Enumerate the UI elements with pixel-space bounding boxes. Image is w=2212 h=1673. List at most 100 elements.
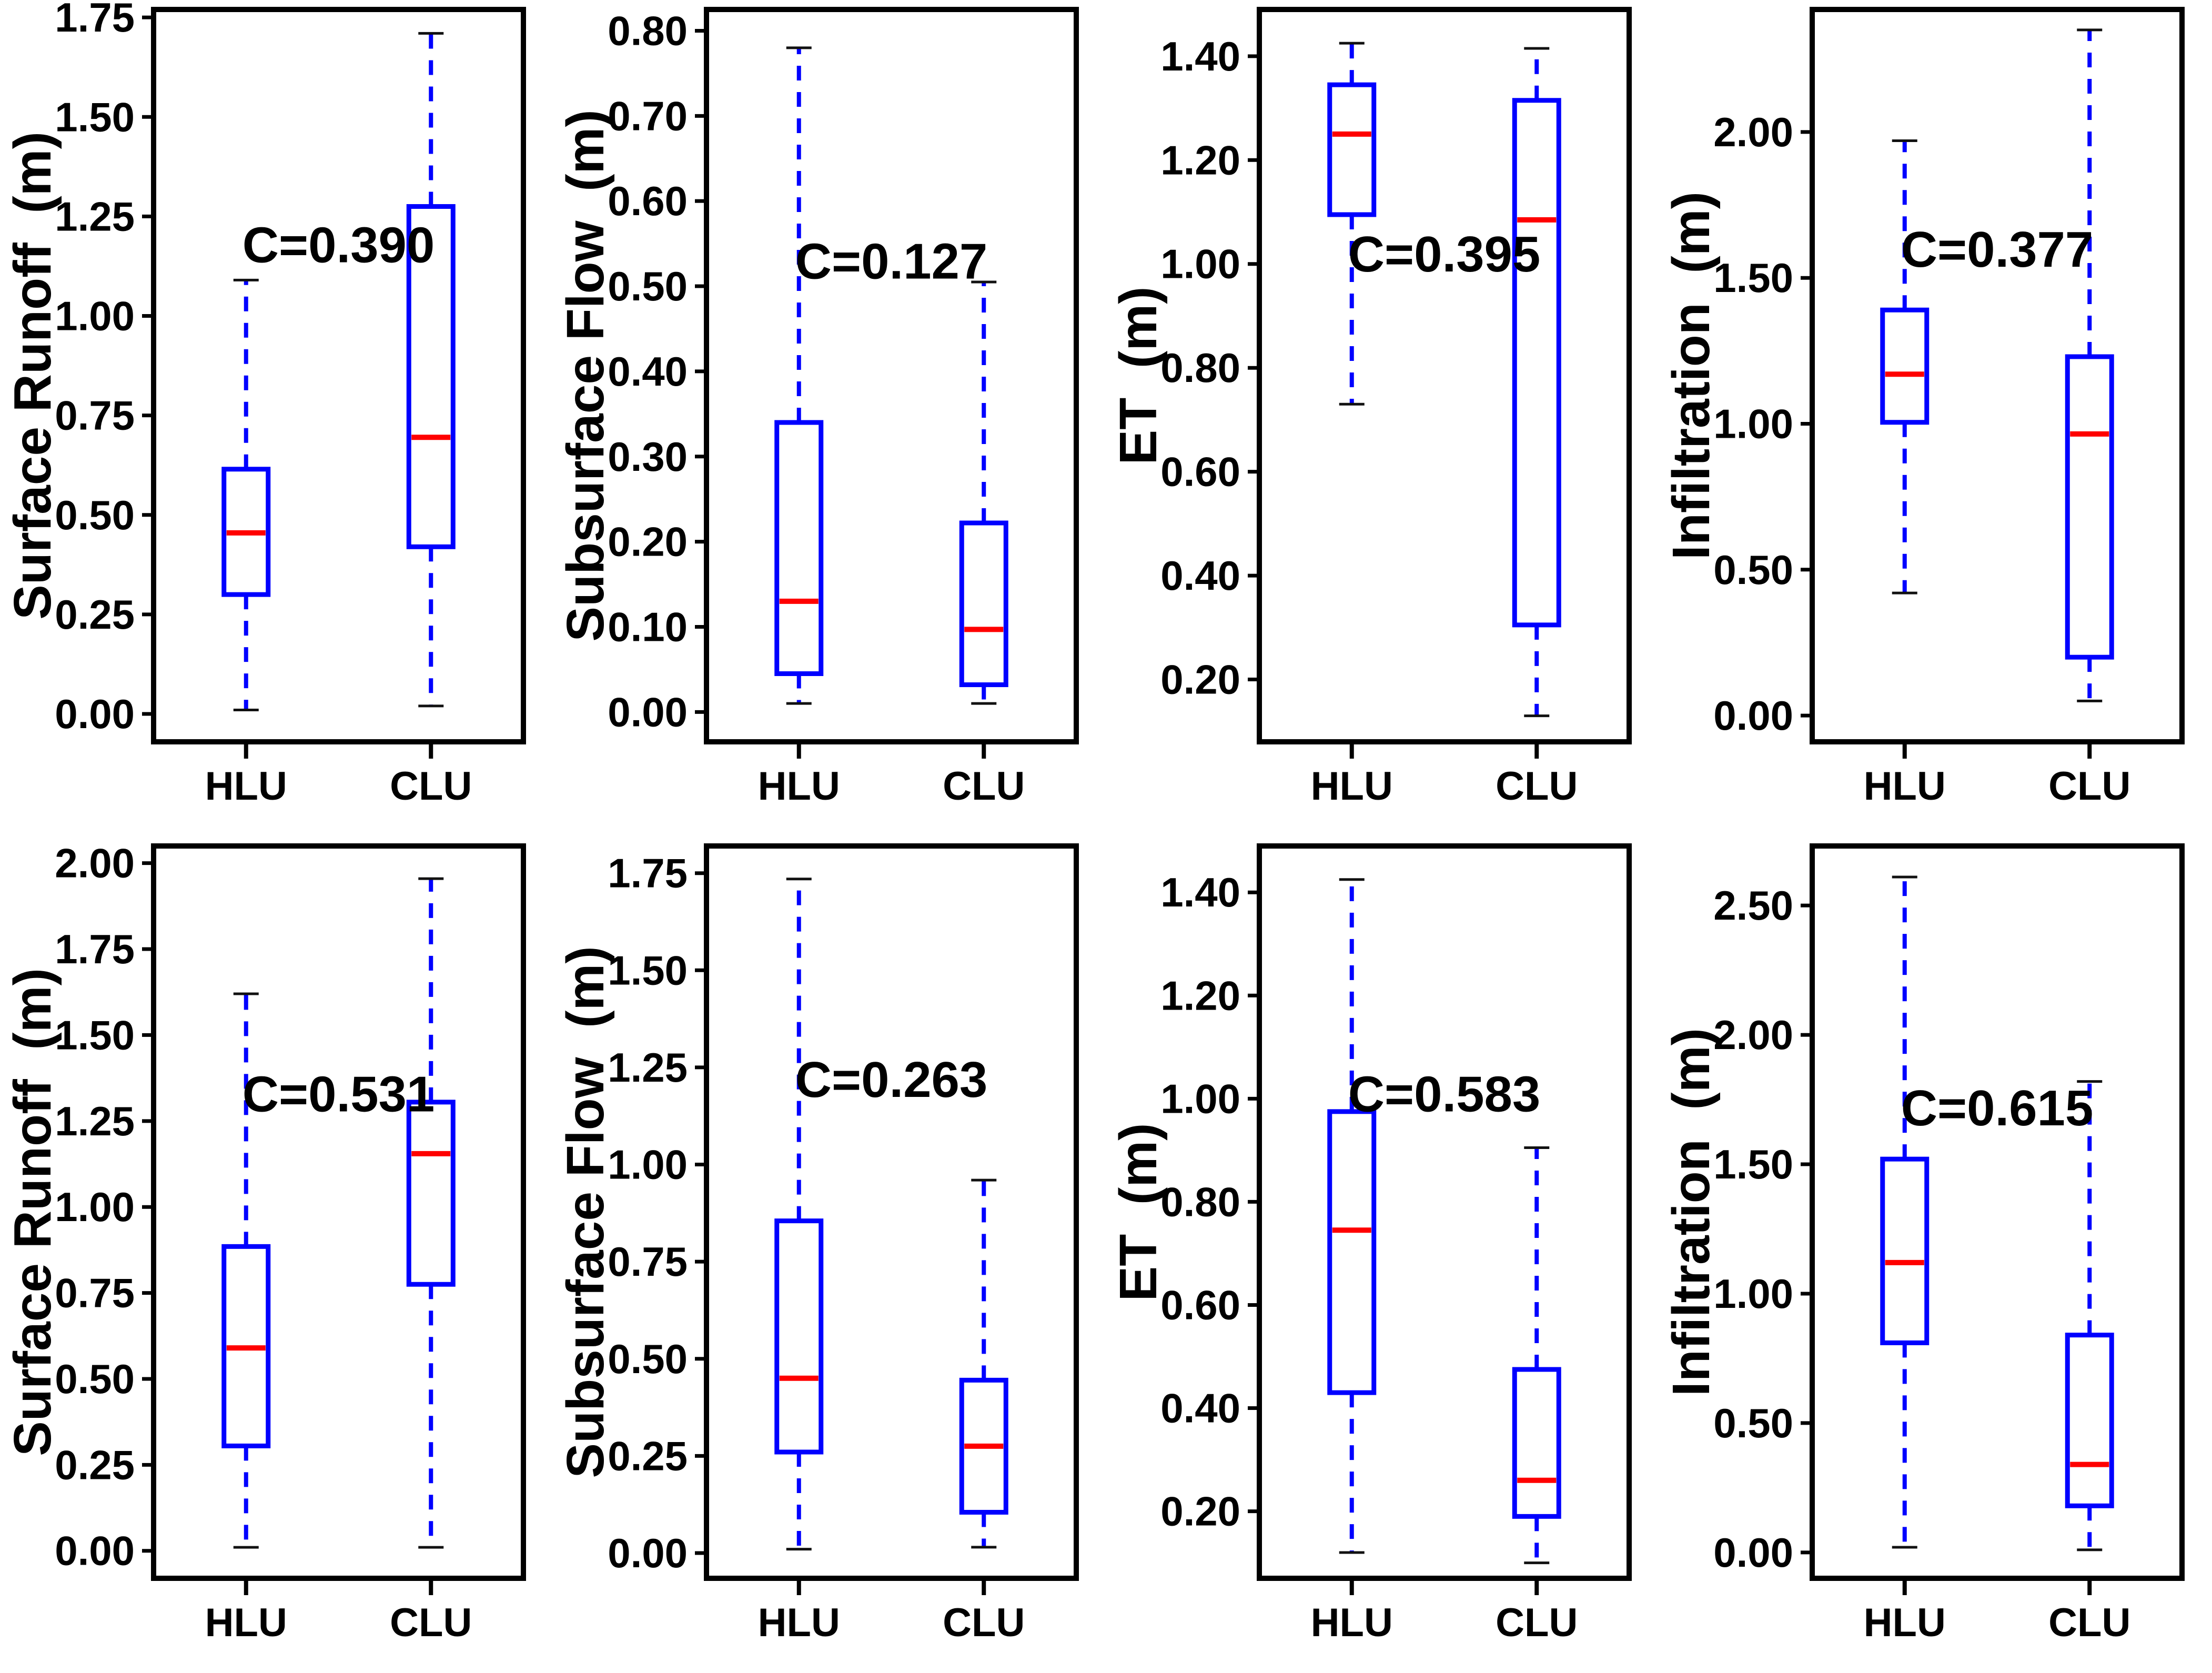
y-tick-label: 0.00 [55,691,135,737]
box-series-hlu [221,992,271,1549]
subplot-et-bottom: 0.20 0.40 0.60 0.80 1.00 1.20 1.40 HLU CLU ET (m)… [1106,837,1659,1673]
iqr-box [1512,1367,1561,1519]
x-tick-label: CLU [943,764,1025,809]
y-tick-label: 0.00 [55,1528,135,1574]
y-tick-label: 1.00 [1160,1075,1240,1122]
box-series-clu [2065,1080,2114,1551]
y-axis-label: Surface Runoff (m) [3,968,62,1456]
y-tick-label: 1.50 [55,94,135,140]
plot-frame [1257,843,1632,1581]
boxplot-svg-et-bottom: 0.20 0.40 0.60 0.80 1.00 1.20 1.40 HLU CLU ET (m)… [1109,843,1632,1645]
box-series-hlu [774,46,824,705]
y-tick-label: 1.75 [55,0,135,41]
y-tick-label: 0.50 [1713,1400,1793,1446]
y-tick-label: 0.60 [608,178,688,224]
y-tick-label: 1.25 [55,193,135,239]
x-tick-label: HLU [1864,764,1946,809]
box-series-clu [406,32,456,708]
plot-frame [704,7,1079,744]
y-tick-label: 0.75 [55,1270,135,1316]
iqr-box [1880,1156,1930,1345]
x-tick-label: CLU [943,1600,1025,1645]
box-series-hlu [1880,139,1930,594]
y-tick-label: 0.80 [1160,345,1240,391]
subplot-infiltration-bottom: 0.00 0.50 1.00 1.50 2.00 2.50 HLU CLU Infiltrati… [1659,837,2211,1673]
y-tick-label: 0.00 [1713,1529,1793,1576]
x-tick-label: CLU [390,764,472,809]
y-tick-label: 0.60 [1160,449,1240,495]
box-series-clu [1512,1146,1561,1565]
iqr-box [1880,307,1930,425]
x-tick-label: HLU [205,764,287,809]
y-tick-label: 0.50 [608,263,688,309]
box-series-hlu [1327,878,1377,1554]
axes: 0.00 0.25 0.50 0.75 1.00 1.25 1.50 1.75 HLU CLU [55,0,526,809]
subplot-et-top: 0.20 0.40 0.60 0.80 1.00 1.20 1.40 HLU CLU ET (m)… [1106,0,1659,837]
y-tick-label: 2.00 [1713,1012,1793,1058]
plot-frame [151,843,526,1581]
y-tick-label: 0.00 [608,1530,688,1576]
y-tick-label: 2.00 [55,840,135,886]
box-series-hlu [221,278,271,711]
y-tick-label: 0.75 [55,392,135,439]
box-series-clu [1512,47,1561,718]
y-tick-label: 0.00 [608,689,688,735]
plot-frame [151,7,526,744]
y-tick-label: 0.75 [608,1238,688,1285]
y-tick-label: 1.00 [55,293,135,339]
x-tick-label: HLU [758,1600,840,1645]
box-series-clu [2065,28,2114,702]
y-tick-label: 1.75 [55,926,135,972]
y-tick-label: 1.00 [608,1142,688,1188]
boxplot-svg-infiltration-bottom: 0.00 0.50 1.00 1.50 2.00 2.50 HLU CLU Infiltrati… [1662,843,2185,1645]
y-axis-label: Surface Runoff (m) [3,132,62,620]
boxplot-svg-infiltration-top: 0.00 0.50 1.00 1.50 2.00 HLU CLU Infiltration (… [1662,7,2185,809]
box-series-hlu [1327,42,1377,406]
iqr-box [221,1244,271,1448]
y-tick-label: 0.50 [1713,547,1793,593]
axes: 0.00 0.50 1.00 1.50 2.00 HLU CLU [1713,7,2185,809]
y-axis-label: Infiltration (m) [1662,1028,1721,1396]
axes: 0.20 0.40 0.60 0.80 1.00 1.20 1.40 HLU CLU [1160,7,1632,809]
iqr-box [959,520,1008,688]
subplot-subsurface-flow-top: 0.00 0.10 0.20 0.30 0.40 0.50 0.60 0.70 0.80 HLU C… [553,0,1106,837]
iqr-box [1327,1109,1377,1395]
x-tick-label: CLU [390,1600,472,1645]
y-tick-label: 1.50 [1713,255,1793,301]
x-tick-label: CLU [2048,1600,2130,1645]
y-axis-label: ET (m) [1109,1123,1168,1302]
y-tick-label: 0.25 [608,1433,688,1479]
x-tick-label: HLU [1311,764,1393,809]
box-series-clu [959,1178,1008,1549]
plot-frame [704,843,1079,1581]
y-tick-label: 0.10 [608,603,688,650]
y-tick-label: 0.20 [1160,1488,1240,1535]
axes: 0.00 0.25 0.50 0.75 1.00 1.25 1.50 1.75 2.00 HLU C… [55,840,526,1645]
y-tick-label: 2.00 [1713,109,1793,155]
boxplot-svg-surface-runoff-bottom: 0.00 0.25 0.50 0.75 1.00 1.25 1.50 1.75 2.00 HLU C… [3,840,526,1645]
subplot-subsurface-flow-bottom: 0.00 0.25 0.50 0.75 1.00 1.25 1.50 1.75 HLU CLU Su… [553,837,1106,1673]
y-tick-label: 0.20 [608,519,688,565]
iqr-box [221,467,271,597]
y-tick-label: 1.00 [1713,401,1793,447]
x-tick-label: HLU [1864,1600,1946,1645]
y-tick-label: 1.50 [55,1012,135,1058]
iqr-box [774,420,824,677]
correlation-annotation: C=0.377 [1901,221,2094,278]
y-tick-label: 1.40 [1160,33,1240,79]
x-tick-label: HLU [1311,1600,1393,1645]
y-tick-label: 0.80 [608,7,688,54]
subplot-surface-runoff-bottom: 0.00 0.25 0.50 0.75 1.00 1.25 1.50 1.75 2.00 HLU C… [0,837,553,1673]
x-tick-label: HLU [205,1600,287,1645]
y-tick-label: 0.80 [1160,1178,1240,1225]
correlation-annotation: C=0.583 [1348,1066,1541,1123]
y-tick-label: 0.40 [1160,1385,1240,1432]
y-tick-label: 0.50 [608,1336,688,1382]
correlation-annotation: C=0.531 [243,1066,435,1123]
y-axis-label: Subsurface Flow (m) [556,946,615,1478]
iqr-box [2065,354,2114,660]
y-tick-label: 0.30 [608,434,688,480]
subplot-surface-runoff-top: 0.00 0.25 0.50 0.75 1.00 1.25 1.50 1.75 HLU CLU Su… [0,0,553,837]
iqr-box [1327,82,1377,217]
